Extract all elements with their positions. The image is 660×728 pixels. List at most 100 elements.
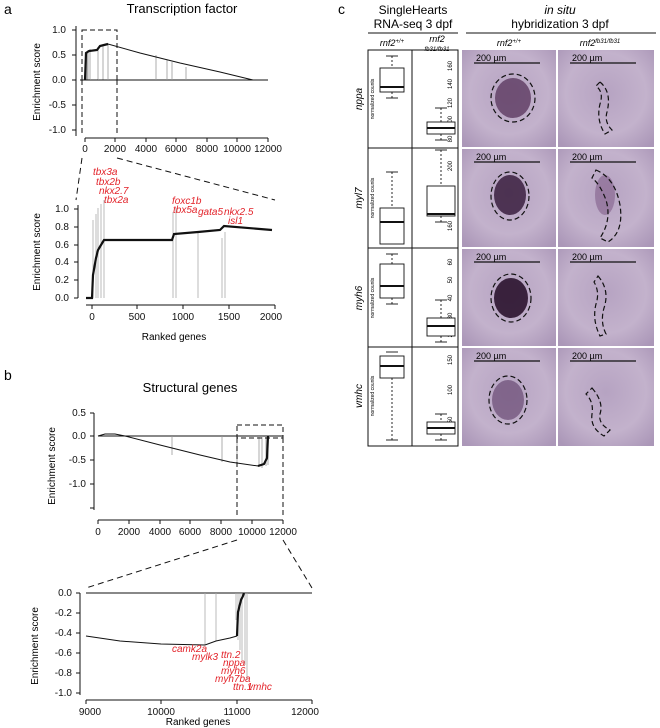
x-tick: 0 <box>89 312 95 323</box>
gene-label: tbx2b <box>96 177 121 188</box>
panel-b-ylabel: Enrichment score <box>47 427 58 505</box>
x-tick: 500 <box>129 312 146 323</box>
scale-label: 200 µm <box>572 53 602 63</box>
y-tick: -0.2 <box>55 608 73 619</box>
x-tick: 10000 <box>147 707 175 718</box>
panel-label-c: c <box>338 1 345 17</box>
panel-a-ylabel: Enrichment score <box>32 43 43 121</box>
gene-label: mylk3 <box>192 652 219 663</box>
tick-label: 120 <box>448 97 454 108</box>
scale-label: 200 µm <box>572 152 602 162</box>
gene-label: ttn.1 <box>233 682 252 693</box>
panel-b-zoom-xlabel: Ranked genes <box>166 717 231 728</box>
insitu-image <box>558 50 654 147</box>
y-tick: -0.5 <box>49 100 67 111</box>
norm-label: normalized counts <box>370 78 376 119</box>
panel-b-zoom-connector <box>85 539 313 589</box>
tick-label: 80 <box>448 135 454 142</box>
x-tick: 8000 <box>196 144 219 155</box>
panel-a-title: Transcription factor <box>127 1 238 16</box>
tick-label: 60 <box>448 258 454 265</box>
gene-label: tbx3a <box>93 167 118 178</box>
panel-a-top-plot <box>72 26 269 142</box>
x-tick: 4000 <box>135 144 158 155</box>
y-tick: -0.5 <box>69 455 87 466</box>
gene-label: ttn.2 <box>221 650 241 661</box>
boxplots <box>379 55 456 441</box>
insitu-header-1: in situ <box>544 3 576 17</box>
scale-label: 200 µm <box>476 53 506 63</box>
tick-label: 160 <box>448 60 454 71</box>
x-tick: 2000 <box>118 527 141 538</box>
scale-label: 200 µm <box>476 252 506 262</box>
row-gene-vmhc: vmhc <box>354 384 365 408</box>
x-tick: 12000 <box>269 527 297 538</box>
img-col-header-wt: rnf2+/+ <box>497 38 522 48</box>
gene-label: foxc1b <box>172 196 202 207</box>
y-tick: 0.2 <box>55 275 69 286</box>
row-gene-nppa: nppa <box>354 87 365 110</box>
x-tick: 2000 <box>104 144 127 155</box>
tick-label: 100 <box>448 115 454 126</box>
y-tick: 0.5 <box>52 50 66 61</box>
gene-label: gata5 <box>198 207 223 218</box>
col-header-wt: rnf2+/+ <box>380 38 405 48</box>
panel-b-zoom-ylabel: Enrichment score <box>30 607 41 685</box>
panel-label-b: b <box>4 367 12 383</box>
panel-a-zoom-ylabel: Enrichment score <box>32 213 43 291</box>
x-tick: 10000 <box>223 144 251 155</box>
x-tick: 11000 <box>223 707 251 718</box>
tick-label: 150 <box>448 354 454 365</box>
panel-label-a: a <box>4 1 12 17</box>
norm-label: normalized counts <box>370 277 376 318</box>
y-tick: -1.0 <box>55 688 73 699</box>
x-tick: 0 <box>82 144 88 155</box>
y-tick: 0.0 <box>52 75 66 86</box>
insitu-image <box>558 249 654 346</box>
rnaseq-header-1: SingleHearts <box>379 3 448 17</box>
gene-label: camk2a <box>172 644 207 655</box>
x-tick: 4000 <box>149 527 172 538</box>
x-tick: 2000 <box>260 312 283 323</box>
y-tick: 0.8 <box>55 222 69 233</box>
tick-label: 40 <box>448 294 454 301</box>
scale-label: 200 µm <box>476 152 506 162</box>
x-tick: 12000 <box>254 144 282 155</box>
y-tick: 0.5 <box>72 408 86 419</box>
gene-label: vmhc <box>248 682 272 693</box>
y-tick: -1.0 <box>49 125 67 136</box>
norm-label: normalized counts <box>370 375 376 416</box>
panel-a-zoom-xlabel: Ranked genes <box>142 332 207 343</box>
x-tick: 1000 <box>172 312 195 323</box>
gene-label: tbx2a <box>104 195 129 206</box>
x-tick: 1500 <box>218 312 241 323</box>
col-header-mut: rnf2 <box>429 34 445 44</box>
tick-label: 200 <box>448 160 454 171</box>
img-col-header-mut: rnf2fb31/fb31 <box>580 38 621 48</box>
tick-label: 160 <box>448 220 454 231</box>
y-tick: 0.0 <box>72 431 86 442</box>
insitu-images <box>462 50 654 446</box>
x-tick: 12000 <box>291 707 319 718</box>
tick-label: 50 <box>448 276 454 283</box>
x-tick: 8000 <box>210 527 233 538</box>
panel-a-zoom-plot <box>74 200 276 309</box>
y-tick: -1.0 <box>69 479 87 490</box>
y-tick: 0.4 <box>55 257 69 268</box>
scale-label: 200 µm <box>476 351 506 361</box>
row-gene-myh6: myh6 <box>354 285 365 310</box>
gene-label: isl1 <box>228 216 243 227</box>
gene-label: nppa <box>223 658 246 669</box>
y-tick: 1.0 <box>52 25 66 36</box>
panel-b-zoom-plot <box>76 592 313 704</box>
insitu-image <box>558 348 654 446</box>
tick-label: 100 <box>448 384 454 395</box>
tick-label: 140 <box>448 78 454 89</box>
panel-b-top-plot <box>90 412 284 524</box>
gene-label: nkx2.5 <box>224 207 254 218</box>
insitu-header-2: hybridization 3 dpf <box>511 17 609 31</box>
gene-label: myh7ba <box>215 674 251 685</box>
y-tick: -0.6 <box>55 648 73 659</box>
y-tick: -0.4 <box>55 628 73 639</box>
